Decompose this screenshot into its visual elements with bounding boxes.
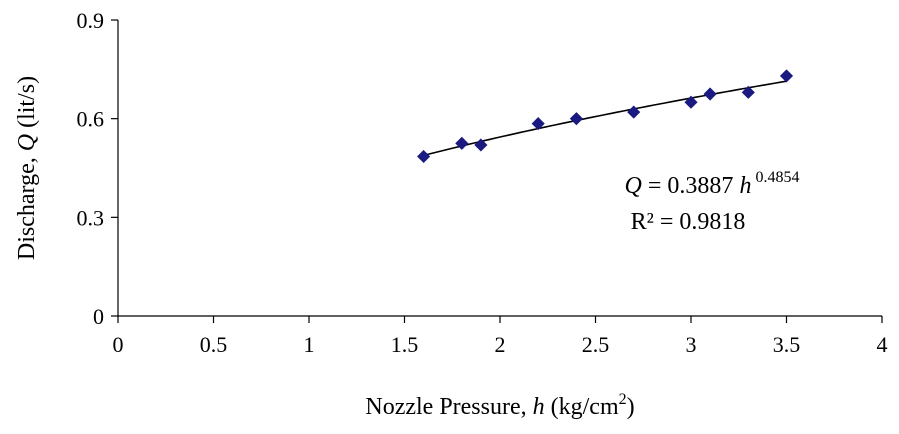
data-points (417, 69, 794, 164)
x-title-variable: h (533, 394, 545, 420)
y-tick-label: 0 (93, 304, 104, 329)
data-point (474, 138, 488, 152)
x-tick-label: 1.5 (391, 332, 419, 357)
y-tick-label: 0.3 (77, 205, 105, 230)
data-point (684, 95, 698, 109)
axes: 0 0.5 1 1.5 2 2.5 3 3.5 4 0 0.3 0.6 0.9 (77, 8, 888, 357)
y-title-prefix: Discharge, (14, 151, 40, 260)
x-title-unit-close: ) (627, 394, 635, 420)
x-tick-label: 3.5 (773, 332, 801, 357)
y-title-variable: Q (14, 134, 40, 151)
data-point (703, 87, 717, 101)
data-point (779, 69, 794, 83)
eq-lhs: Q (625, 173, 642, 199)
data-point (627, 105, 641, 119)
data-point (417, 149, 431, 164)
eq-mid: = 0.3887 (642, 173, 740, 199)
trendline (423, 80, 787, 157)
x-title-prefix: Nozzle Pressure, (365, 394, 532, 420)
trendline-path (423, 80, 787, 157)
x-axis-title: Nozzle Pressure, h (kg/cm2) (365, 391, 634, 420)
x-tick-label: 2 (495, 332, 506, 357)
y-axis-title: Discharge, Q (lit/s) (14, 76, 40, 260)
x-tick-label: 1 (304, 332, 315, 357)
x-title-unit-open: (kg/cm (545, 394, 619, 420)
data-point (569, 112, 583, 126)
r-squared-label: R² = 0.9818 (631, 209, 746, 235)
data-point (741, 85, 755, 99)
eq-var: h (739, 173, 751, 199)
x-tick-label: 2.5 (582, 332, 610, 357)
eq-exp: 0.4854 (751, 169, 799, 186)
x-tick-label: 0.5 (200, 332, 228, 357)
x-tick-label: 3 (686, 332, 697, 357)
data-point (455, 136, 469, 150)
y-title-unit: (lit/s) (14, 76, 40, 134)
x-title-unit-sup: 2 (619, 391, 627, 408)
data-point (531, 117, 545, 131)
y-tick-label: 0.9 (77, 8, 105, 33)
trendline-equation: Q = 0.3887 h 0.4854 (625, 169, 800, 199)
y-tick-label: 0.6 (77, 107, 105, 132)
x-tick-label: 0 (113, 332, 124, 357)
x-tick-label: 4 (877, 332, 888, 357)
